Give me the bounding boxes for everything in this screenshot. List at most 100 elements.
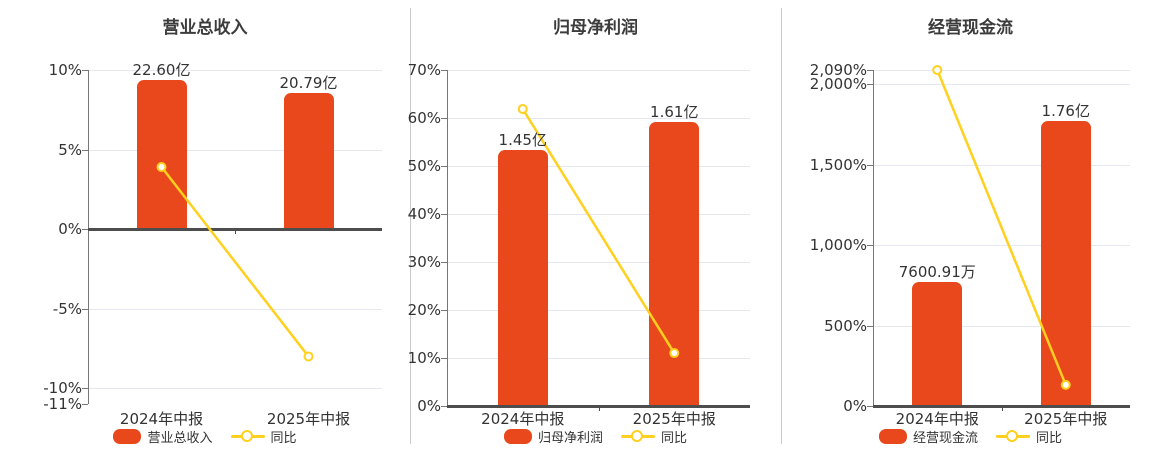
line-legend-swatch: [996, 429, 1030, 443]
bar-period-1[interactable]: [497, 150, 548, 406]
y-tick-mark: [82, 229, 88, 231]
y-tick-label: 50%: [407, 157, 441, 175]
y-tick-mark: [441, 118, 447, 119]
y-tick-mark: [441, 70, 447, 71]
legend-item-bar-series[interactable]: 营业总收入: [113, 427, 213, 446]
legend-label: 经营现金流: [912, 430, 978, 446]
bar-period-1[interactable]: [136, 80, 187, 230]
y-tick-label: -11%: [43, 395, 82, 413]
bar-legend-swatch: [503, 428, 532, 444]
y-tick-label: 0%: [58, 220, 82, 239]
legend-item-bar-series[interactable]: 归母净利润: [503, 427, 603, 446]
line-legend-swatch: [621, 429, 655, 443]
legend-label: 同比: [1036, 430, 1063, 446]
y-tick-label: 0%: [417, 397, 441, 415]
x-axis-tick: [1001, 406, 1003, 411]
y-tick-label: 0%: [843, 397, 867, 415]
legend-label: 同比: [270, 430, 297, 446]
y-tick-label: 500%: [824, 316, 867, 335]
x-axis-tick: [235, 229, 236, 235]
yoy-marker[interactable]: [517, 103, 528, 114]
x-axis-tick: [598, 406, 600, 411]
y-tick-label: 30%: [407, 253, 441, 271]
bar-value-label: 1.76亿: [1041, 102, 1090, 121]
y-axis-line: [447, 70, 448, 406]
yoy-marker[interactable]: [303, 351, 314, 362]
y-tick-label: -10%: [43, 379, 82, 398]
y-tick-label: 1,000%: [809, 236, 867, 255]
y-tick-mark: [441, 310, 447, 311]
legend-item-yoy[interactable]: 同比: [996, 427, 1062, 446]
bar-legend-swatch: [113, 428, 142, 444]
line-legend-swatch: [230, 429, 265, 443]
panel-divider: [781, 8, 782, 444]
legend-label: 归母净利润: [537, 430, 603, 446]
bar-period-2[interactable]: [283, 92, 334, 230]
y-tick-mark: [82, 388, 88, 390]
gridline: [88, 308, 382, 310]
y-tick-mark: [441, 262, 447, 263]
gridline: [88, 70, 382, 71]
legend: 经营现金流 同比: [781, 427, 1160, 446]
gridline: [447, 310, 750, 311]
y-tick-mark: [867, 70, 873, 71]
y-tick-mark: [441, 214, 447, 215]
chart-title: 归母净利润: [553, 18, 638, 38]
y-axis-line: [873, 70, 874, 406]
bar-value-label: 1.61亿: [650, 102, 699, 121]
bar-value-label: 22.60亿: [132, 61, 191, 80]
x-category-label: 2025年中报: [1024, 410, 1108, 428]
y-tick-label: 60%: [407, 109, 441, 127]
x-category-label: 2024年中报: [481, 410, 565, 428]
y-tick-label: 2,090%: [809, 61, 867, 79]
legend-label: 同比: [661, 430, 688, 446]
gridline: [873, 70, 1130, 71]
legend: 归母净利润 同比: [410, 427, 781, 446]
gridline: [88, 149, 382, 151]
bar-period-2[interactable]: [1040, 121, 1091, 406]
gridline: [88, 388, 382, 390]
gridline: [447, 166, 750, 167]
x-category-label: 2025年中报: [266, 410, 351, 428]
panel-divider: [410, 8, 411, 444]
gridline: [447, 70, 750, 71]
y-tick-mark: [867, 406, 873, 407]
chart-title: 营业总收入: [162, 18, 248, 38]
y-tick-label: 5%: [58, 140, 82, 159]
y-tick-mark: [867, 164, 873, 166]
line-swatch-marker-icon: [631, 429, 643, 442]
y-tick-mark: [82, 308, 88, 310]
y-tick-label: 10%: [407, 349, 441, 367]
bar-legend-swatch: [878, 428, 907, 444]
y-axis-line: [88, 70, 89, 404]
legend-item-yoy[interactable]: 同比: [621, 427, 687, 446]
y-tick-label: 10%: [48, 61, 82, 79]
y-tick-label: 40%: [407, 205, 441, 223]
y-tick-mark: [867, 245, 873, 247]
y-tick-mark: [441, 406, 447, 407]
bar-period-1[interactable]: [912, 281, 963, 406]
line-swatch-marker-icon: [240, 429, 253, 442]
y-tick-mark: [441, 166, 447, 167]
legend-label: 营业总收入: [147, 430, 213, 446]
bar-period-2[interactable]: [649, 121, 700, 406]
bar-value-label: 20.79亿: [279, 73, 338, 92]
legend-item-bar-series[interactable]: 经营现金流: [878, 427, 978, 446]
bar-value-label: 7600.91万: [898, 262, 976, 281]
y-tick-label: 70%: [407, 61, 441, 79]
y-tick-mark: [82, 70, 88, 71]
x-category-label: 2024年中报: [119, 410, 204, 428]
bar-value-label: 1.45亿: [498, 131, 547, 150]
y-tick-mark: [82, 404, 88, 405]
x-category-label: 2025年中报: [632, 410, 716, 428]
y-tick-mark: [867, 84, 873, 86]
gridline: [873, 84, 1130, 86]
gridline: [447, 358, 750, 359]
gridline: [447, 262, 750, 263]
gridline: [447, 214, 750, 215]
y-tick-label: 1,500%: [809, 155, 867, 174]
legend-item-yoy[interactable]: 同比: [230, 427, 297, 446]
y-tick-mark: [82, 149, 88, 151]
legend: 营业总收入 同比: [0, 427, 410, 446]
